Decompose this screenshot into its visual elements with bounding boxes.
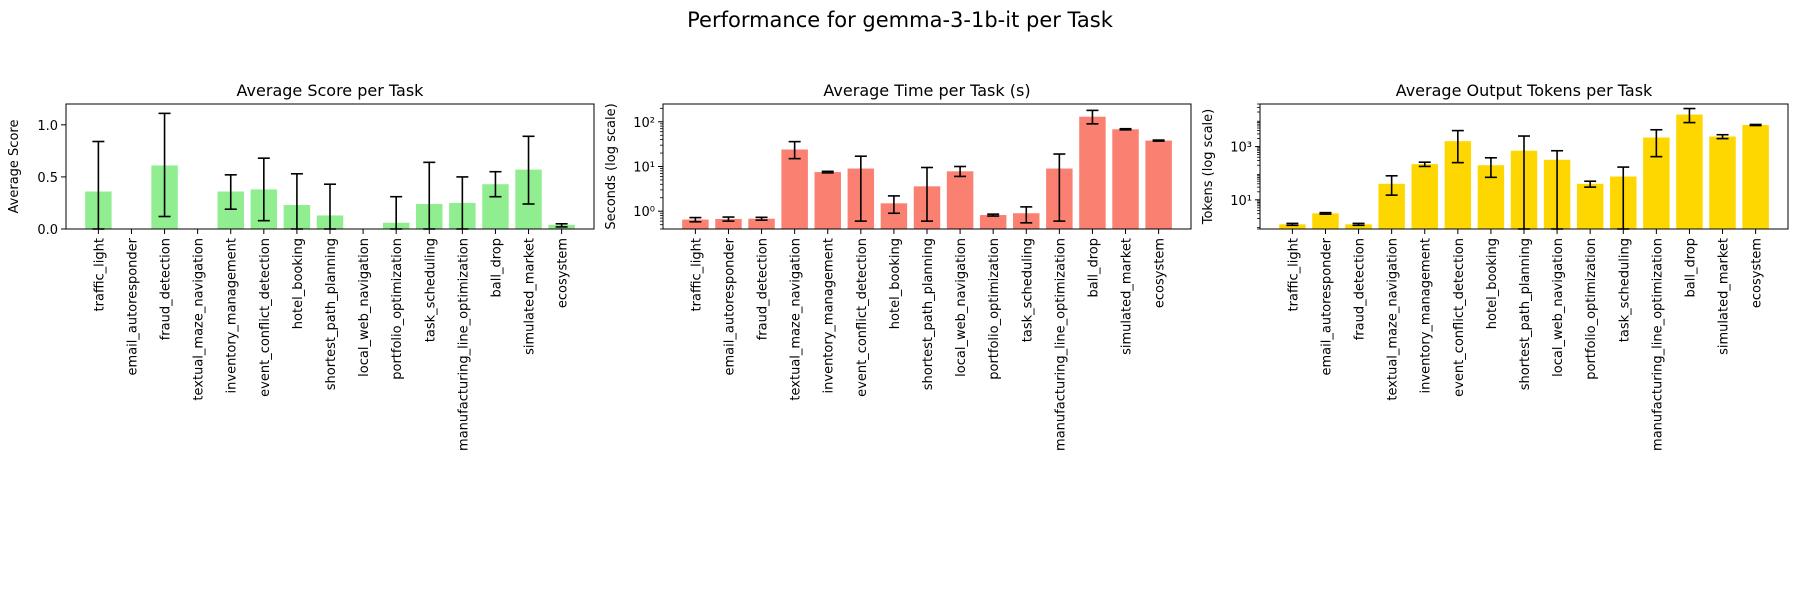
y-tick-label: 0.5 — [37, 171, 58, 186]
x-tick-label: email_autoresponder — [1319, 237, 1334, 375]
x-tick-label: textual_maze_navigation — [1386, 238, 1401, 401]
x-tick-label: event_conflict_detection — [258, 238, 273, 397]
y-tick-label: 10³ — [1230, 141, 1252, 156]
x-tick-label: traffic_light — [1286, 238, 1301, 311]
x-tick-label: portfolio_optimization — [987, 238, 1002, 380]
bar-ball_drop — [1079, 116, 1106, 229]
y-tick-label: 10¹ — [1230, 194, 1252, 209]
x-tick-label: event_conflict_detection — [1452, 238, 1467, 397]
x-tick-label: manufacturing_line_optimization — [1650, 238, 1665, 451]
x-tick-label: email_autoresponder — [722, 237, 737, 375]
bar-local_web_navigation — [946, 171, 974, 229]
x-tick-label: local_web_navigation — [1551, 238, 1566, 377]
x-tick-label: ecosystem — [1750, 238, 1765, 308]
x-tick-label: ball_drop — [1683, 238, 1698, 297]
x-tick-label: ball_drop — [1086, 238, 1101, 297]
x-tick-label: ecosystem — [556, 238, 571, 308]
x-tick-label: manufacturing_line_optimization — [456, 238, 471, 451]
y-tick-label: 10¹ — [633, 161, 655, 176]
x-tick-label: portfolio_optimization — [1584, 238, 1599, 380]
bar-ecosystem — [1742, 124, 1769, 229]
time-chart-panel: 10⁰ 10¹ 10² traffic_light email_autoresponde… — [604, 81, 1192, 451]
x-tick-label: hotel_booking — [1485, 238, 1500, 329]
time-chart-title: Average Time per Task (s) — [823, 81, 1030, 100]
x-tick-label: email_autoresponder — [125, 237, 140, 375]
bar-traffic_light — [1279, 224, 1306, 229]
bar-fraud_detection — [748, 218, 775, 229]
x-tick-label: traffic_light — [689, 238, 704, 311]
score-chart-title: Average Score per Task — [237, 81, 425, 100]
bar-simulated_market — [1112, 129, 1139, 229]
x-tick-label: hotel_booking — [291, 238, 306, 329]
figure-title: Performance for gemma-3-1b-it per Task — [687, 8, 1113, 32]
bar-ball_drop — [1676, 114, 1703, 229]
x-tick-label: event_conflict_detection — [855, 238, 870, 397]
x-tick-label: shortest_path_planning — [921, 238, 936, 390]
x-tick-label: simulated_market — [1120, 238, 1135, 355]
x-tick-label: task_scheduling — [1020, 238, 1035, 342]
x-tick-label: textual_maze_navigation — [789, 238, 804, 401]
x-tick-label: inventory_management — [822, 238, 837, 393]
x-tick-label: task_scheduling — [423, 238, 438, 342]
x-tick-label: fraud_detection — [159, 238, 174, 340]
x-tick-label: ecosystem — [1153, 238, 1168, 308]
bar-simulated_market — [1709, 136, 1736, 229]
bar-textual_maze_navigation — [781, 149, 808, 229]
x-tick-label: fraud_detection — [1353, 238, 1368, 340]
x-tick-label: manufacturing_line_optimization — [1053, 238, 1068, 451]
bar-traffic_light — [682, 219, 709, 229]
bar-inventory_management — [814, 172, 841, 229]
y-axis-label: Seconds (log scale) — [604, 103, 619, 229]
x-tick-label: fraud_detection — [756, 238, 771, 340]
x-tick-label: task_scheduling — [1617, 238, 1632, 342]
y-axis-label: Average Score — [7, 120, 22, 214]
y-tick-label: 10² — [633, 116, 655, 131]
score-chart-panel: 0.0 0.5 1.0 traffic_light email_autoresponde… — [7, 81, 595, 451]
bar-ecosystem — [1145, 140, 1172, 229]
x-tick-label: simulated_market — [1717, 238, 1732, 355]
y-tick-label: 1.0 — [37, 119, 58, 134]
x-tick-label: traffic_light — [92, 238, 107, 311]
y-tick-label: 0.0 — [37, 223, 58, 238]
y-tick-label: 10⁰ — [633, 205, 655, 220]
x-tick-label: portfolio_optimization — [390, 238, 405, 380]
bar-inventory_management — [1411, 164, 1438, 229]
x-tick-label: inventory_management — [225, 238, 240, 393]
tokens-chart-panel: 10¹ 10³ traffic_light email_autoresponder fr… — [1201, 81, 1789, 451]
bar-email_autoresponder — [715, 218, 742, 229]
x-tick-label: hotel_booking — [888, 238, 903, 329]
bar-fraud_detection — [1345, 224, 1372, 229]
x-tick-label: local_web_navigation — [357, 238, 372, 377]
bar-portfolio_optimization — [1576, 183, 1604, 229]
tokens-chart-title: Average Output Tokens per Task — [1396, 81, 1653, 100]
x-tick-label: shortest_path_planning — [1518, 238, 1533, 390]
x-tick-label: textual_maze_navigation — [192, 238, 207, 401]
bar-portfolio_optimization — [979, 215, 1007, 229]
x-tick-label: ball_drop — [489, 238, 504, 297]
x-tick-label: shortest_path_planning — [324, 238, 339, 390]
x-tick-label: inventory_management — [1419, 238, 1434, 393]
bar-email_autoresponder — [1312, 213, 1339, 229]
x-tick-label: local_web_navigation — [954, 238, 969, 377]
y-axis-label: Tokens (log scale) — [1201, 109, 1216, 225]
x-tick-label: simulated_market — [523, 238, 538, 355]
